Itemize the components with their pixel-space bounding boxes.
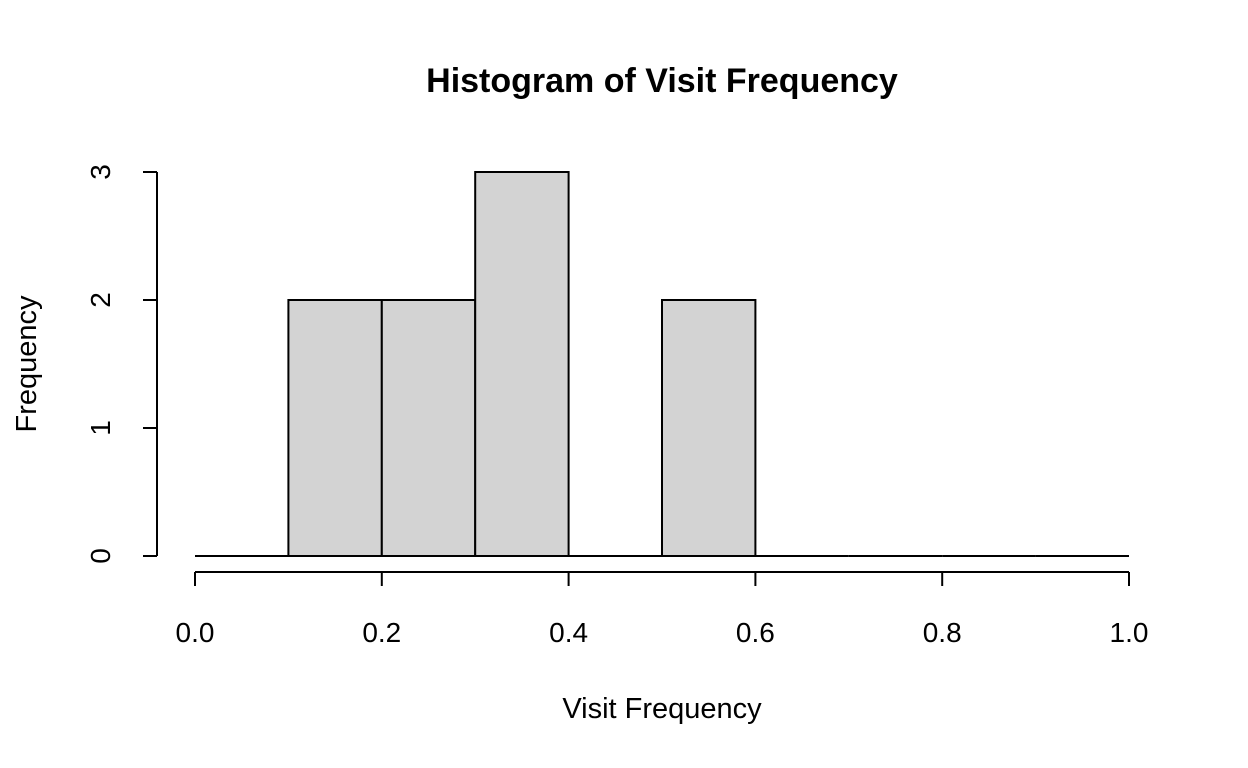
y-tick-label: 2 bbox=[85, 292, 116, 308]
x-axis-label: Visit Frequency bbox=[562, 693, 762, 725]
x-tick-label: 0.0 bbox=[176, 617, 215, 648]
y-tick-label: 1 bbox=[85, 420, 116, 436]
bars-group bbox=[195, 171, 1129, 557]
y-tick-label: 0 bbox=[85, 548, 116, 564]
x-tick-label: 0.2 bbox=[362, 617, 401, 648]
x-axis: 0.0 0.2 0.4 0.6 0.8 1.0 bbox=[176, 571, 1149, 648]
histogram-bar bbox=[380, 299, 477, 557]
chart-title: Histogram of Visit Frequency bbox=[426, 62, 898, 100]
histogram-bar bbox=[661, 299, 757, 557]
x-tick-label: 1.0 bbox=[1110, 617, 1149, 648]
histogram-bar bbox=[474, 171, 570, 557]
x-tick-label: 0.6 bbox=[736, 617, 775, 648]
y-tick-label: 3 bbox=[85, 164, 116, 180]
histogram-bar bbox=[287, 299, 383, 557]
y-axis: 0 1 2 3 bbox=[85, 164, 158, 564]
x-tick-label: 0.4 bbox=[549, 617, 588, 648]
x-tick-label: 0.8 bbox=[923, 617, 962, 648]
y-axis-label: Frequency bbox=[11, 295, 43, 433]
